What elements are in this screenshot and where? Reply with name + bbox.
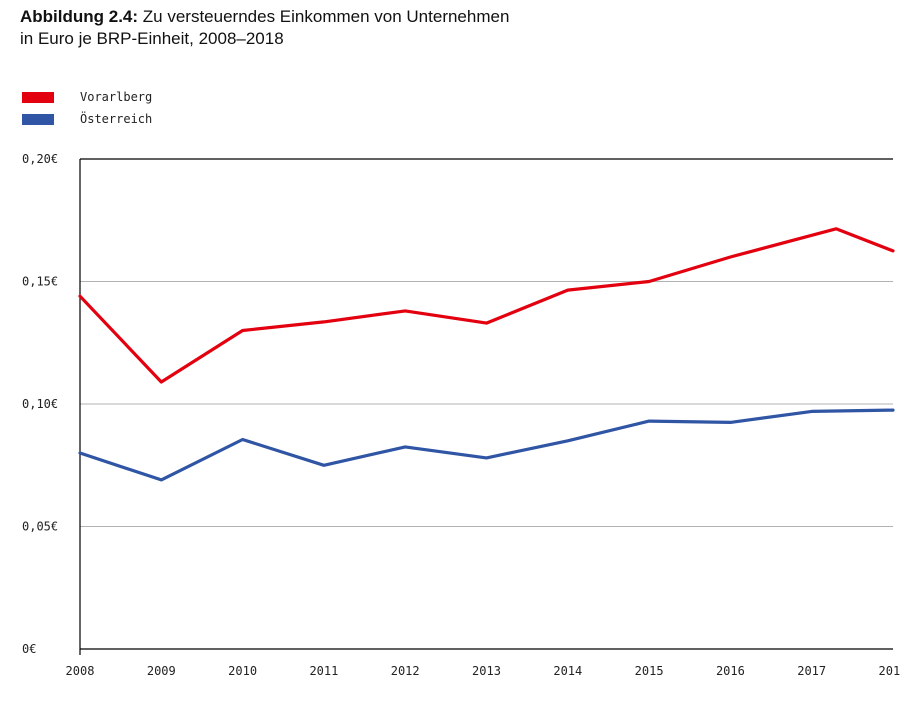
x-tick-label-2016: 2016 (716, 664, 745, 678)
x-tick-label-2014: 2014 (553, 664, 582, 678)
legend: Vorarlberg Österreich (22, 86, 152, 130)
legend-label-vorarlberg: Vorarlberg (80, 90, 153, 104)
x-tick-label-2009: 2009 (147, 664, 176, 678)
legend-label-oesterreich: Österreich (80, 112, 153, 126)
x-tick-label-2013: 2013 (472, 664, 501, 678)
x-tick-label-2018: 2018 (879, 664, 900, 678)
legend-swatch-oesterreich (22, 113, 54, 125)
y-tick-label-3: 0,05€ (22, 520, 58, 534)
series-line-vorarlberg (78, 227, 895, 384)
title-line-1: Zu versteuerndes Einkommen von Unternehm… (142, 7, 510, 26)
x-tick-label-2011: 2011 (309, 664, 338, 678)
figure-label: Abbildung 2.4: (20, 7, 139, 26)
x-tick-label-2017: 2017 (797, 664, 826, 678)
x-tick-label-2015: 2015 (635, 664, 664, 678)
x-tick-label-2008: 2008 (66, 664, 95, 678)
y-tick-label-4: 0€ (22, 642, 36, 656)
y-tick-label-0: 0,20€ (22, 152, 58, 166)
legend-item-vorarlberg: Vorarlberg (22, 86, 152, 108)
legend-item-oesterreich: Österreich (22, 108, 152, 130)
x-tick-label-2010: 2010 (228, 664, 257, 678)
y-tick-label-1: 0,15€ (22, 275, 58, 289)
title-line-2: in Euro je BRP-Einheit, 2008–2018 (20, 29, 284, 48)
x-tick-label-2012: 2012 (391, 664, 420, 678)
legend-swatch-vorarlberg (22, 91, 54, 103)
y-tick-label-2: 0,10€ (22, 397, 58, 411)
chart-title: Abbildung 2.4: Zu versteuerndes Einkomme… (20, 6, 880, 50)
series-line-oesterreich (78, 408, 895, 482)
